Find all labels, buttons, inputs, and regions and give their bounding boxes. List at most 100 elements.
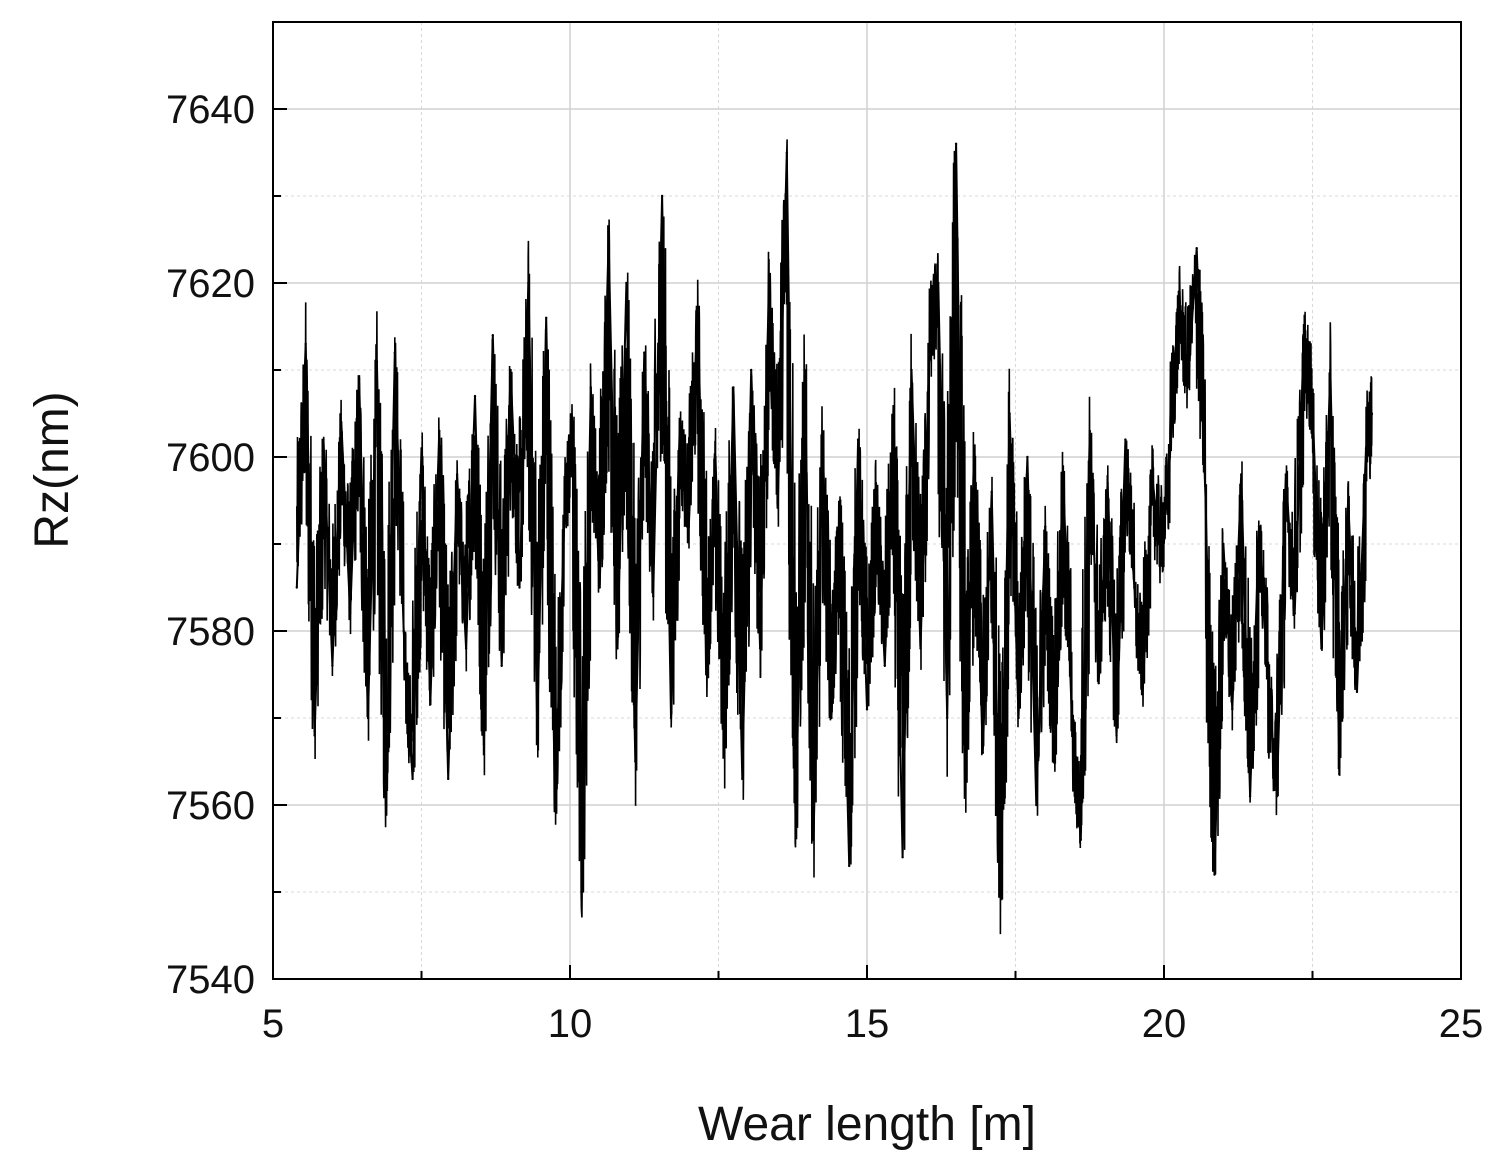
data-point: [919, 647, 922, 650]
x-tick-label: 20: [1142, 1002, 1187, 1046]
data-point: [1266, 673, 1270, 676]
data-point: [562, 525, 566, 528]
data-point: [758, 647, 762, 650]
series-layer: [295, 139, 1374, 935]
data-point: [874, 481, 878, 485]
data-point: [553, 803, 557, 807]
data-point: [1079, 838, 1083, 841]
data-point: [1320, 647, 1323, 650]
data-point: [839, 499, 842, 502]
data-point: [1150, 473, 1154, 476]
x-tick-label: 5: [262, 1002, 284, 1046]
data-point: [357, 377, 361, 380]
data-point: [1142, 682, 1145, 685]
data-point: [1026, 455, 1029, 459]
data-point: [1097, 682, 1100, 685]
x-tick-label: 25: [1439, 1002, 1484, 1046]
data-point: [848, 864, 851, 868]
data-point: [1124, 438, 1127, 441]
x-tick-label: 15: [845, 1002, 890, 1046]
data-point: [455, 473, 459, 476]
data-point: [1222, 542, 1225, 546]
data-point: [625, 281, 628, 285]
data-point: [687, 525, 690, 528]
data-point: [999, 890, 1002, 894]
data-point: [322, 438, 325, 441]
data-point: [1159, 560, 1163, 563]
data-point: [785, 151, 788, 154]
data-point: [660, 194, 664, 198]
data-point: [571, 421, 575, 424]
data-point: [1329, 368, 1332, 372]
data-point: [669, 716, 673, 720]
data-point: [1177, 290, 1181, 293]
data-point: [972, 455, 976, 459]
data-point: [892, 412, 895, 415]
data-point: [705, 673, 708, 676]
data-point: [803, 368, 806, 372]
data-point: [1088, 429, 1092, 433]
data-point: [331, 664, 334, 667]
y-tick-label: 7600: [166, 436, 255, 480]
data-point: [527, 281, 530, 285]
y-axis-title: Rz(nm): [26, 391, 79, 548]
data-point: [856, 438, 860, 441]
data-point: [1355, 690, 1359, 694]
y-tick-label: 7640: [166, 88, 255, 132]
data-point: [937, 281, 940, 285]
data-point: [545, 316, 548, 319]
data-point: [1311, 403, 1314, 406]
data-point: [616, 647, 619, 650]
series-line-trace: [295, 139, 1373, 935]
data-point: [946, 716, 949, 720]
data-point: [304, 342, 307, 346]
y-tick-label: 7560: [166, 784, 255, 828]
data-point: [411, 777, 414, 781]
data-point: [1168, 455, 1172, 459]
data-point: [1293, 612, 1296, 615]
data-point: [901, 856, 904, 859]
data-point: [1070, 716, 1074, 720]
data-point: [349, 612, 352, 615]
data-point: [1257, 525, 1261, 528]
data-point: [1338, 751, 1341, 754]
data-point: [500, 664, 503, 667]
data-point: [1044, 525, 1047, 528]
data-point: [643, 351, 646, 354]
data-point: [741, 777, 744, 781]
data-point: [1204, 499, 1207, 502]
data-point: [830, 716, 833, 720]
y-tick-label: 7540: [166, 958, 255, 1002]
x-axis-title: Wear length [m]: [698, 1098, 1036, 1151]
data-point: [438, 429, 441, 433]
ticks: [272, 108, 1462, 980]
data-point: [366, 716, 370, 720]
data-point: [883, 664, 886, 667]
data-point: [536, 725, 539, 728]
data-point: [491, 334, 494, 337]
data-point: [865, 708, 869, 711]
data-point: [812, 838, 815, 841]
data-point: [447, 777, 450, 781]
data-point: [598, 586, 601, 589]
data-point: [1370, 412, 1374, 415]
data-point: [482, 742, 486, 746]
data-point: [794, 829, 797, 833]
data-point: [1035, 803, 1038, 807]
data-point: [1186, 386, 1190, 389]
data-point: [1017, 716, 1020, 720]
data-point: [910, 368, 913, 372]
data-point: [732, 386, 735, 389]
tick-labels: 5 10 15 20 25 7540 7560 7580 7600 7620 7640: [166, 88, 1483, 1046]
data-point: [313, 734, 316, 737]
data-point: [1061, 473, 1065, 476]
data-point: [1106, 481, 1109, 485]
data-point: [990, 490, 993, 493]
data-point: [1302, 342, 1305, 346]
data-point: [1008, 412, 1011, 415]
y-tick-label: 7620: [166, 262, 255, 306]
x-tick-label: 10: [548, 1002, 593, 1046]
data-point: [678, 421, 682, 424]
